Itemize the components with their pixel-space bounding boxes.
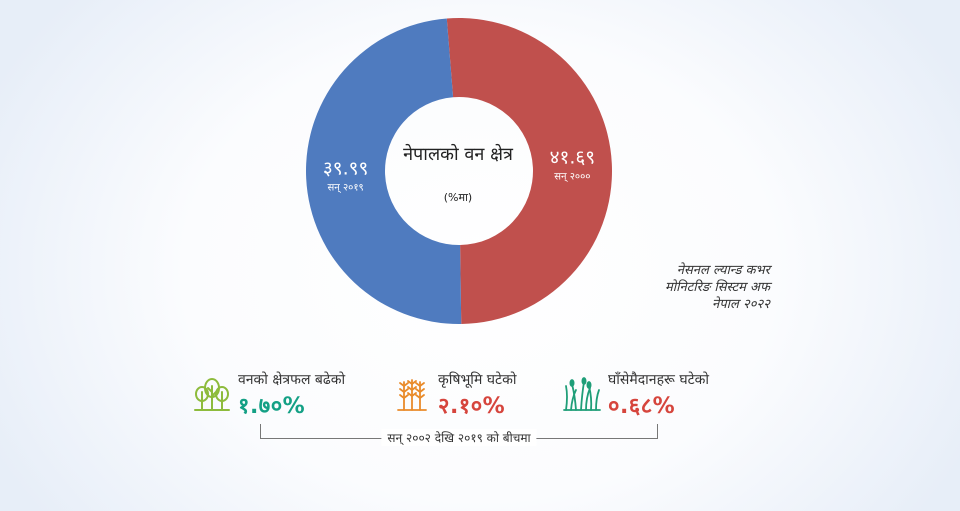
slice-value-label: ४१.६९ (550, 147, 596, 169)
source-line: मोनिटरिङ सिस्टम अफ (665, 280, 770, 295)
source-note: नेसनल ल्यान्ड कभर मोनिटरिङ सिस्टम अफ नेप… (590, 262, 770, 313)
stat-forest: वनको क्षेत्रफल बढेको १.७०% (192, 370, 392, 420)
stat-grassland-value: ०.६८% (608, 394, 676, 419)
stat-agriculture-value: २.१०% (438, 394, 506, 419)
source-line: नेपाल २०२२ (712, 297, 770, 312)
period-bracket: सन् २००२ देखि २०१९ को बीचमा (260, 424, 658, 446)
stat-agriculture-label: कृषिभूमि घटेको (438, 372, 517, 388)
donut-unit: (%मा) (443, 191, 473, 204)
source-line: नेसनल ल्यान्ड कभर (676, 263, 770, 278)
slice-year-label: सन् २०१९ (327, 182, 363, 193)
donut-slice (305, 18, 462, 325)
period-label: सन् २००२ देखि २०१९ को बीचमा (381, 429, 537, 446)
stat-grassland: घाँसेमैदानहरू घटेको ०.६८% (562, 370, 762, 420)
slice-value-label: ३९.९९ (323, 157, 369, 179)
wheat-icon (397, 379, 427, 411)
donut-title: नेपालको वन क्षेत्र (403, 144, 513, 165)
stat-forest-label: वनको क्षेत्रफल बढेको (238, 372, 346, 388)
grass-icon (563, 377, 601, 411)
stat-grassland-label: घाँसेमैदानहरू घटेको (608, 372, 710, 388)
stat-agriculture: कृषिभूमि घटेको २.१०% (392, 370, 562, 420)
stat-forest-value: १.७०% (238, 394, 306, 419)
donut-center-title: नेपालको वन क्षेत्र (393, 145, 523, 165)
tree-icon (194, 378, 230, 411)
slice-year-label: सन् २००० (554, 172, 590, 183)
donut-slice (446, 18, 612, 324)
